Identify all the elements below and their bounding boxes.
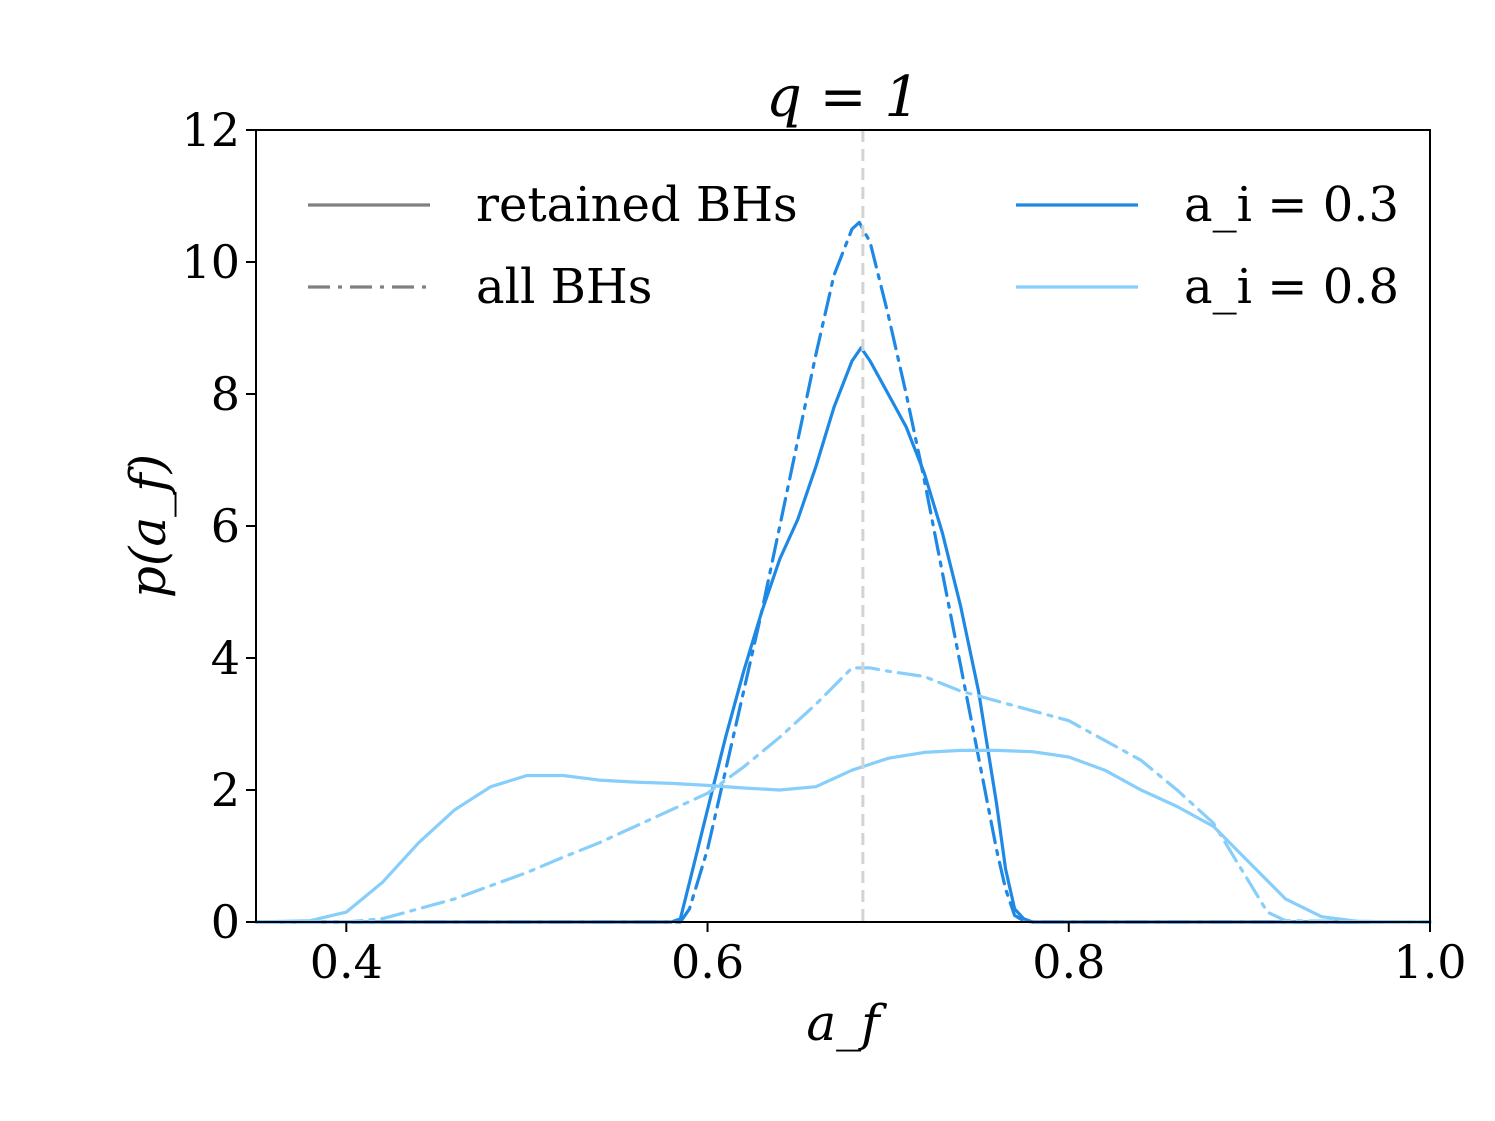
y-tick-label: 10	[181, 235, 240, 289]
x-axis-label: a_f	[806, 994, 887, 1052]
series-line-0	[254, 346, 1432, 924]
y-tick-label: 6	[211, 499, 240, 553]
y-tick-label: 12	[181, 103, 240, 157]
x-tick-label: 0.4	[310, 935, 383, 989]
legend: retained BHs all BHs a_i = 0.3 a_i = 0.8	[308, 177, 1399, 315]
legend-linestyle-label-1: all BHs	[476, 259, 652, 315]
series-layer	[254, 220, 1432, 924]
x-tick-label: 0.8	[1032, 935, 1105, 989]
series-line-2	[254, 748, 1432, 924]
y-tick-label: 0	[211, 895, 240, 949]
x-axis-ticks: 0.4 0.6 0.8 1.0	[310, 922, 1467, 989]
x-tick-label: 1.0	[1393, 935, 1466, 989]
y-axis-ticks: 0 2 4 6 8 10 12	[181, 103, 256, 949]
legend-color-label-0: a_i = 0.3	[1184, 177, 1399, 233]
series-line-3	[254, 666, 1432, 924]
legend-linestyle-label-0: retained BHs	[476, 177, 798, 233]
legend-color-label-1: a_i = 0.8	[1184, 259, 1399, 315]
chart-title: q = 1	[766, 65, 920, 130]
x-tick-label: 0.6	[671, 935, 744, 989]
y-tick-label: 4	[211, 631, 240, 685]
y-axis-label: p(a_f)	[119, 454, 177, 598]
y-tick-label: 8	[211, 367, 240, 421]
y-tick-label: 2	[211, 763, 240, 817]
series-line-1	[254, 220, 1432, 924]
